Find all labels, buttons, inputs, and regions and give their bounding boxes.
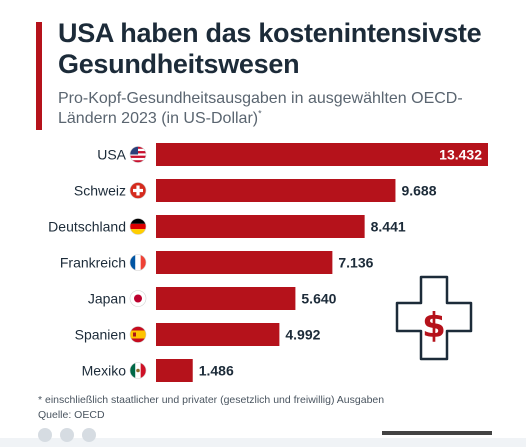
chart-title: USA haben das kostenintensivste Gesundhe… bbox=[58, 18, 482, 79]
flag-stripe bbox=[130, 155, 146, 158]
flag-part bbox=[130, 362, 136, 379]
bar-row: Schweiz 9.688 bbox=[74, 179, 437, 202]
bar-row: Mexiko 1.486 bbox=[82, 359, 234, 382]
flag-outline bbox=[129, 182, 147, 199]
category-label: USA bbox=[97, 147, 126, 163]
category-label: Mexiko bbox=[82, 363, 127, 379]
value-label: 5.640 bbox=[301, 291, 336, 307]
flag-outline bbox=[129, 290, 147, 307]
share-icons[interactable] bbox=[38, 428, 128, 442]
value-label: 9.688 bbox=[401, 183, 436, 199]
flag-mexico-icon bbox=[130, 362, 146, 379]
subtitle-marker: * bbox=[258, 108, 262, 119]
value-label: 8.441 bbox=[371, 219, 406, 235]
category-label: Frankreich bbox=[60, 255, 126, 271]
category-label: Deutschland bbox=[48, 219, 126, 235]
bar bbox=[156, 359, 193, 382]
flag-part bbox=[130, 223, 146, 230]
chart-footnote: * einschließlich staatlicher und private… bbox=[38, 393, 518, 423]
bar-row: Japan 5.640 bbox=[88, 287, 337, 310]
flag-part bbox=[130, 218, 146, 224]
flag-canton bbox=[130, 146, 138, 155]
flag-stripe bbox=[130, 160, 146, 163]
flag-outline bbox=[129, 326, 147, 343]
category-label: Schweiz bbox=[74, 183, 126, 199]
flag-spain-icon bbox=[130, 326, 146, 343]
brand-logo bbox=[382, 431, 492, 443]
bar-row: USA 13.432 bbox=[97, 143, 488, 166]
flag-japan-icon bbox=[130, 290, 146, 307]
footnote-text: * einschließlich staatlicher und private… bbox=[38, 394, 385, 406]
flag-sun bbox=[134, 294, 142, 303]
share-icon[interactable] bbox=[60, 428, 74, 442]
value-label: 4.992 bbox=[285, 327, 320, 343]
title-accent-bar bbox=[36, 22, 42, 130]
subtitle-text: Pro-Kopf-Gesundheitsausgaben in ausgewäh… bbox=[58, 90, 463, 127]
value-label: 7.136 bbox=[338, 255, 373, 271]
flag-switzerland-icon bbox=[130, 182, 146, 199]
bar-row: Frankreich 7.136 bbox=[60, 251, 374, 274]
flag-part bbox=[140, 362, 146, 379]
flag-part bbox=[130, 229, 146, 235]
flag-part bbox=[130, 254, 136, 271]
source-text: Quelle: OECD bbox=[38, 409, 105, 421]
flag-cross bbox=[133, 188, 143, 193]
flag-part bbox=[130, 330, 146, 339]
bar bbox=[156, 179, 396, 202]
bar-row: Deutschland 8.441 bbox=[48, 215, 406, 238]
flag-part bbox=[135, 254, 141, 271]
category-label: Spanien bbox=[75, 327, 126, 343]
value-label: 13.432 bbox=[439, 147, 482, 163]
value-label: 1.486 bbox=[199, 363, 234, 379]
bar bbox=[156, 215, 365, 238]
share-icon[interactable] bbox=[82, 428, 96, 442]
bar bbox=[156, 251, 333, 274]
chart-subtitle: Pro-Kopf-Gesundheitsausgaben in ausgewäh… bbox=[58, 89, 498, 129]
flag-outline bbox=[129, 218, 147, 235]
bar bbox=[156, 323, 280, 346]
flag-outline bbox=[129, 146, 147, 163]
category-label: Japan bbox=[88, 291, 126, 307]
flag-emblem bbox=[136, 368, 140, 373]
bar bbox=[156, 143, 488, 166]
bar bbox=[156, 287, 296, 310]
share-icon[interactable] bbox=[38, 428, 52, 442]
flag-part bbox=[140, 254, 146, 271]
flag-outline bbox=[129, 254, 147, 271]
flag-usa-icon bbox=[130, 146, 146, 163]
flag-emblem bbox=[133, 332, 136, 337]
medical-cross-dollar-icon: $ bbox=[395, 275, 473, 361]
flag-france-icon bbox=[130, 254, 146, 271]
flag-outline bbox=[129, 362, 147, 379]
svg-text:$: $ bbox=[422, 306, 446, 346]
bar-row: Spanien 4.992 bbox=[75, 323, 321, 346]
bar-chart: USA 13.432 Schweiz 9.688 Deutschland 8.441 Fra… bbox=[48, 143, 488, 382]
flag-germany-icon bbox=[130, 218, 146, 235]
